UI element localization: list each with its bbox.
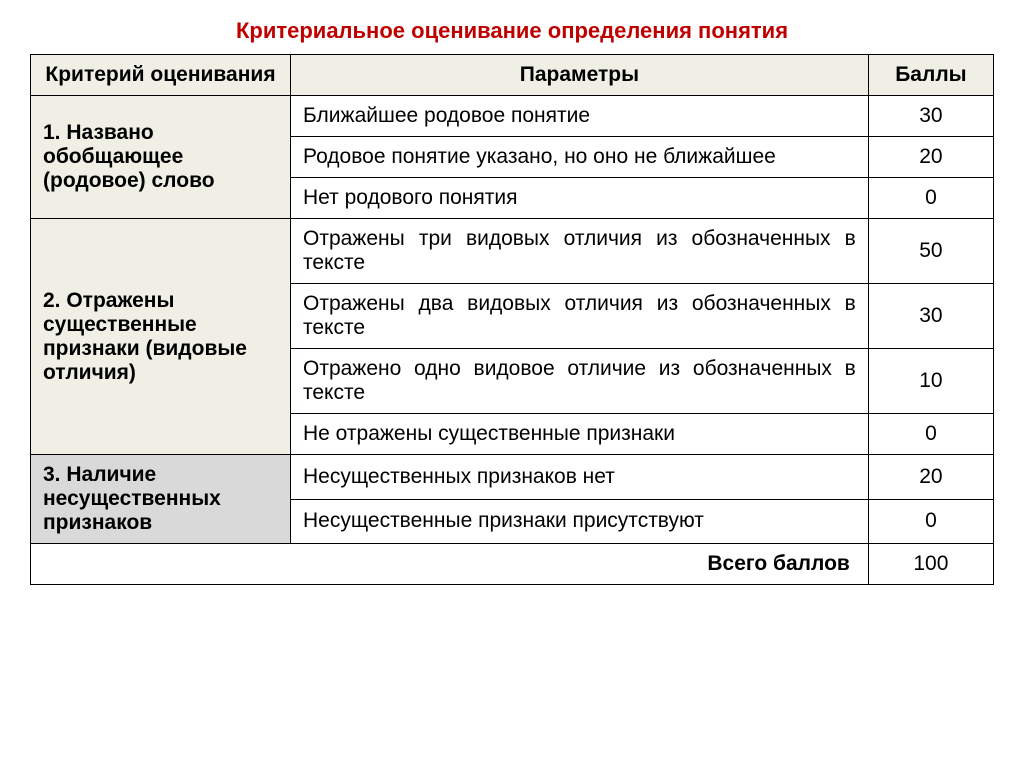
total-label: Всего баллов [31,544,869,585]
score-cell: 10 [868,349,993,414]
parameter-cell: Родовое понятие указано, но оно не ближа… [291,137,869,178]
score-cell: 20 [868,455,993,500]
score-cell: 0 [868,178,993,219]
table-row: 1. Названо обобщающее (родовое) словоБли… [31,96,994,137]
table-row: 2. Отражены существенные признаки (видов… [31,219,994,284]
score-cell: 30 [868,96,993,137]
score-cell: 0 [868,499,993,544]
total-value: 100 [868,544,993,585]
score-cell: 0 [868,414,993,455]
parameter-cell: Отражено одно видовое отличие из обознач… [291,349,869,414]
table-row: 3. Наличие несущественных признаковНесущ… [31,455,994,500]
score-cell: 50 [868,219,993,284]
parameter-cell: Не отражены существенные признаки [291,414,869,455]
score-cell: 20 [868,137,993,178]
score-cell: 30 [868,284,993,349]
total-row: Всего баллов100 [31,544,994,585]
parameter-cell: Нет родового понятия [291,178,869,219]
criterion-cell: 1. Названо обобщающее (родовое) слово [31,96,291,219]
criterion-cell: 2. Отражены существенные признаки (видов… [31,219,291,455]
table-header-row: Критерий оценивания Параметры Баллы [31,55,994,96]
parameter-cell: Несущественные признаки присутствуют [291,499,869,544]
criteria-table: Критерий оценивания Параметры Баллы 1. Н… [30,54,994,585]
header-score: Баллы [868,55,993,96]
parameter-cell: Отражены три видовых отличия из обозначе… [291,219,869,284]
header-parameters: Параметры [291,55,869,96]
parameter-cell: Несущественных признаков нет [291,455,869,500]
criterion-cell: 3. Наличие несущественных признаков [31,455,291,544]
parameter-cell: Ближайшее родовое понятие [291,96,869,137]
parameter-cell: Отражены два видовых отличия из обозначе… [291,284,869,349]
page-title: Критериальное оценивание определения пон… [30,18,994,44]
header-criterion: Критерий оценивания [31,55,291,96]
